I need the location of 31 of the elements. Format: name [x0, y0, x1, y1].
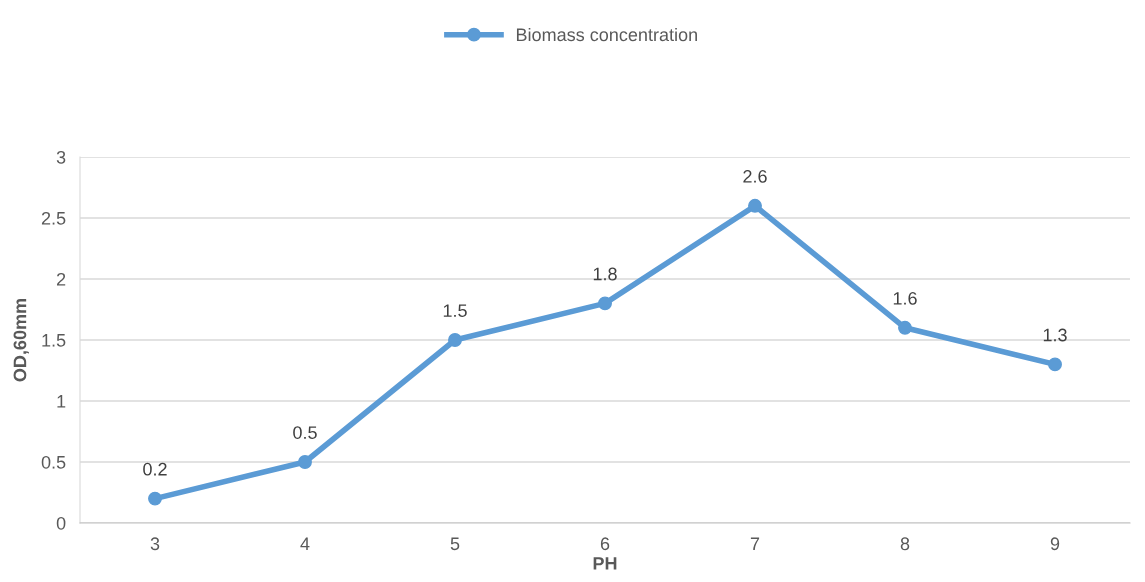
- data-label: 1.6: [893, 292, 917, 305]
- data-label: 0.5: [293, 426, 317, 439]
- x-tick-label: 8: [900, 537, 910, 551]
- point: [298, 455, 312, 469]
- data-label: 0.2: [143, 462, 167, 476]
- y-tick-label: 2: [56, 272, 66, 286]
- point: [598, 296, 612, 311]
- point: [448, 333, 462, 347]
- x-axis-title: PH: [593, 557, 617, 570]
- legend-label: Biomass concentration: [516, 27, 697, 42]
- x-tick-label: 4: [300, 537, 310, 550]
- x-tick-label: 3: [150, 537, 160, 551]
- data-label: 1.5: [443, 304, 467, 317]
- y-axis-title: OD,60mm: [13, 298, 29, 382]
- point: [1048, 357, 1062, 372]
- y-tick-label: 0.5: [41, 455, 66, 469]
- x-tick-label: 7: [750, 537, 760, 550]
- x-tick-label: 9: [1050, 537, 1060, 551]
- point: [898, 320, 912, 335]
- data-label: 1.8: [593, 267, 617, 281]
- data-label: 2.6: [743, 170, 767, 183]
- y-tick-label: 2.5: [41, 211, 66, 225]
- point: [148, 491, 162, 506]
- y-tick-label: 1: [57, 395, 66, 408]
- y-tick-label: 1.5: [42, 334, 66, 347]
- x-tick-label: 6: [600, 537, 610, 551]
- x-tick-label: 5: [450, 537, 460, 551]
- data-label: 1.3: [1043, 328, 1067, 342]
- y-tick-label: 3: [56, 150, 66, 164]
- y-tick-label: 0: [56, 516, 66, 530]
- point: [748, 198, 762, 213]
